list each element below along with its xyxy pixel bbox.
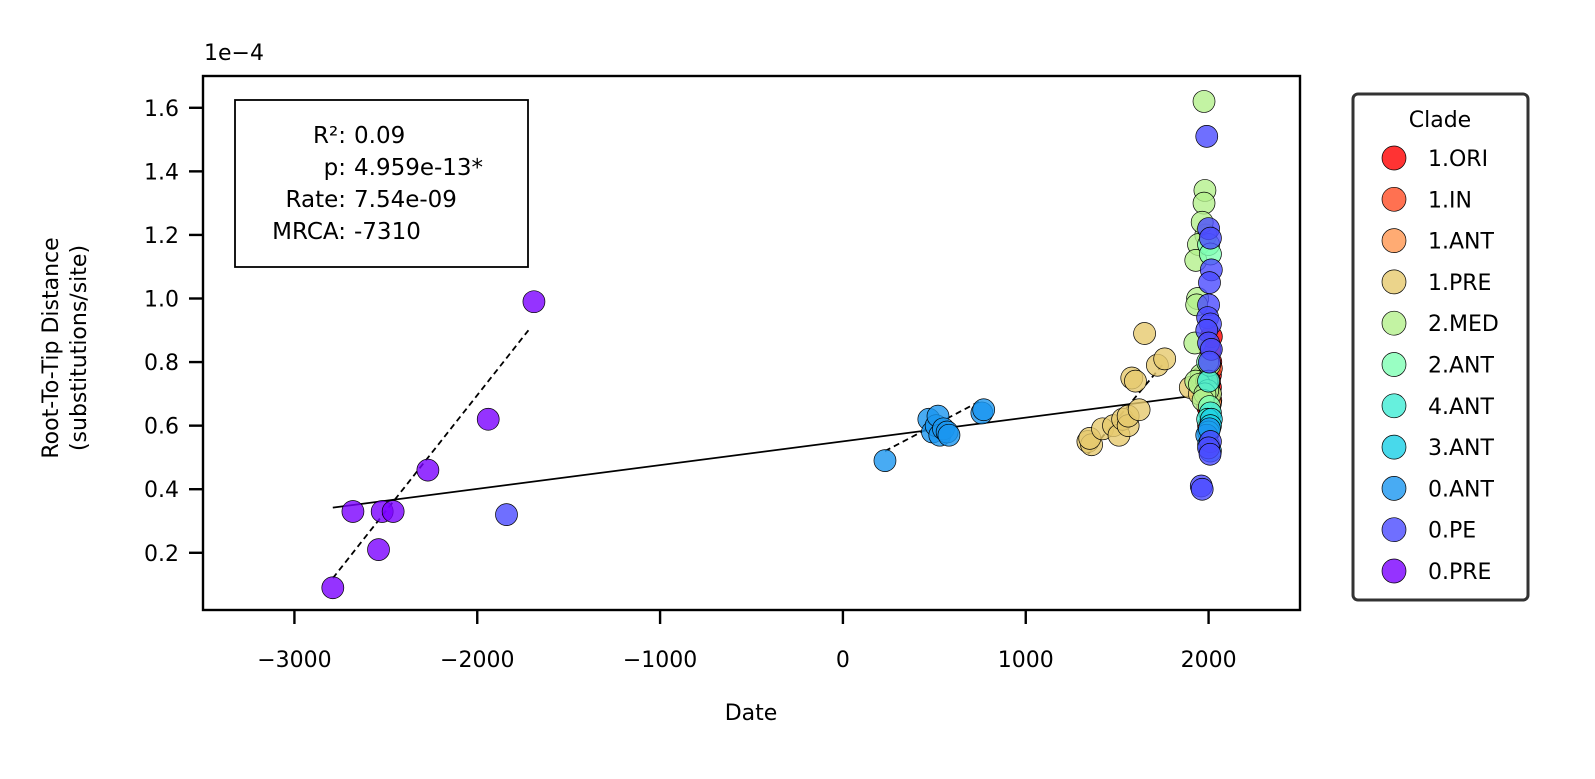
legend-item: 0.PRE — [1381, 558, 1491, 585]
y-axis-label-line1: Root-To-Tip Distance — [39, 237, 64, 458]
legend-item: 0.PE — [1381, 517, 1476, 544]
x-tick-label: 0 — [836, 648, 850, 673]
legend-title: Clade — [1409, 108, 1471, 133]
data-point — [1190, 477, 1214, 501]
legend-marker — [1381, 269, 1407, 295]
stats-p-value: 4.959e-13* — [354, 155, 483, 181]
x-axis-label: Date — [725, 701, 778, 726]
legend-label: 4.ANT — [1428, 395, 1494, 420]
legend-label: 0.PRE — [1428, 560, 1491, 585]
legend-marker — [1381, 186, 1407, 212]
data-point — [416, 458, 440, 482]
legend-marker — [1381, 228, 1407, 253]
data-point — [873, 449, 897, 472]
legend-label: 0.ANT — [1428, 477, 1494, 502]
legend-marker — [1381, 517, 1407, 543]
y-axis-offset-label: 1e−4 — [204, 41, 264, 66]
data-point — [1127, 398, 1151, 422]
data-point — [476, 407, 500, 431]
stats-p-label: p: — [324, 155, 346, 181]
x-tick-label: −2000 — [440, 648, 514, 673]
legend-label: 0.PE — [1428, 519, 1476, 544]
data-point — [1198, 271, 1221, 294]
legend-marker — [1381, 434, 1407, 460]
stats-r2-value: 0.09 — [354, 123, 405, 149]
legend-label: 1.ORI — [1428, 147, 1488, 172]
legend-item: 0.ANT — [1381, 476, 1494, 502]
clade-fit-line — [332, 329, 530, 579]
legend-marker — [1381, 393, 1407, 419]
stats-box-frame — [234, 99, 529, 268]
data-point — [381, 500, 405, 523]
data-point — [1199, 226, 1222, 250]
stats-r2-label: R²: — [313, 123, 346, 149]
x-axis-ticks: −3000 −2000 −1000 0 1000 2000 — [257, 610, 1237, 673]
data-point — [1192, 191, 1216, 215]
legend-item: 1.IN — [1381, 186, 1472, 213]
plot-area-frame — [201, 74, 1302, 612]
legend-marker — [1381, 476, 1407, 501]
data-point — [937, 423, 961, 447]
data-point — [341, 500, 365, 523]
legend-label: 3.ANT — [1428, 436, 1494, 461]
legend-item: 3.ANT — [1381, 434, 1494, 461]
stats-box: R²: 0.09 p: 4.959e-13* Rate: 7.54e-09 MR… — [234, 99, 529, 268]
data-point — [495, 503, 518, 526]
legend-item: 2.MED — [1381, 310, 1499, 337]
legend-label: 1.PRE — [1428, 271, 1491, 296]
data-point — [321, 576, 345, 600]
legend-item: 2.ANT — [1381, 352, 1494, 379]
legend-item: 1.PRE — [1381, 269, 1491, 296]
data-point — [972, 398, 996, 422]
y-tick-label: 1.0 — [144, 288, 179, 313]
series-0-pre — [321, 290, 546, 600]
data-points — [321, 90, 1223, 600]
legend-item: 4.ANT — [1381, 393, 1494, 420]
legend-frame — [1351, 92, 1530, 602]
y-tick-label: 0.6 — [144, 415, 179, 440]
stats-rate-label: Rate: — [286, 187, 347, 213]
x-tick-label: 2000 — [1181, 648, 1237, 673]
data-point — [1124, 369, 1147, 393]
y-tick-label: 1.6 — [144, 97, 179, 122]
stats-rate-value: 7.54e-09 — [354, 187, 457, 213]
legend-marker — [1381, 145, 1407, 171]
data-point — [1197, 369, 1220, 393]
y-tick-label: 0.4 — [144, 478, 179, 503]
data-point — [1133, 322, 1156, 345]
y-tick-label: 1.4 — [144, 160, 179, 185]
data-point — [1198, 350, 1221, 374]
legend-label: 2.ANT — [1428, 354, 1494, 379]
series-0-pe — [495, 125, 1223, 526]
data-point — [367, 538, 390, 561]
legend-items: 1.ORI 1.IN 1.ANT 1.PRE 2.MED 2.ANT 4.ANT 3.ANT 0… — [1381, 145, 1499, 585]
x-tick-label: −1000 — [623, 648, 697, 673]
data-point — [522, 290, 546, 314]
legend-item: 1.ORI — [1381, 145, 1488, 172]
y-tick-label: 1.2 — [144, 224, 179, 249]
legend-item: 1.ANT — [1381, 228, 1494, 255]
legend-marker — [1381, 310, 1407, 336]
data-point — [1153, 347, 1177, 371]
legend-marker — [1381, 558, 1407, 584]
data-point — [1198, 442, 1222, 466]
x-tick-label: −3000 — [257, 648, 331, 673]
regression-line — [332, 392, 1209, 509]
x-tick-label: 1000 — [998, 648, 1054, 673]
stats-mrca-label: MRCA: — [272, 219, 346, 245]
legend-label: 2.MED — [1428, 312, 1499, 337]
legend-label: 1.IN — [1428, 188, 1472, 213]
data-point — [1192, 90, 1216, 113]
legend-label: 1.ANT — [1428, 230, 1494, 255]
legend-marker — [1381, 352, 1407, 377]
data-point — [1195, 125, 1219, 148]
legend: Clade 1.ORI 1.IN 1.ANT 1.PRE 2.MED 2.ANT 4.ANT… — [1351, 92, 1530, 602]
y-tick-label: 0.2 — [144, 542, 179, 567]
y-axis-ticks: 0.2 0.4 0.6 0.8 1.0 1.2 1.4 1.6 — [144, 97, 203, 567]
y-axis-label-line2: (substitutions/site) — [67, 245, 92, 451]
stats-mrca-value: -7310 — [354, 219, 421, 245]
y-tick-label: 0.8 — [144, 351, 179, 376]
